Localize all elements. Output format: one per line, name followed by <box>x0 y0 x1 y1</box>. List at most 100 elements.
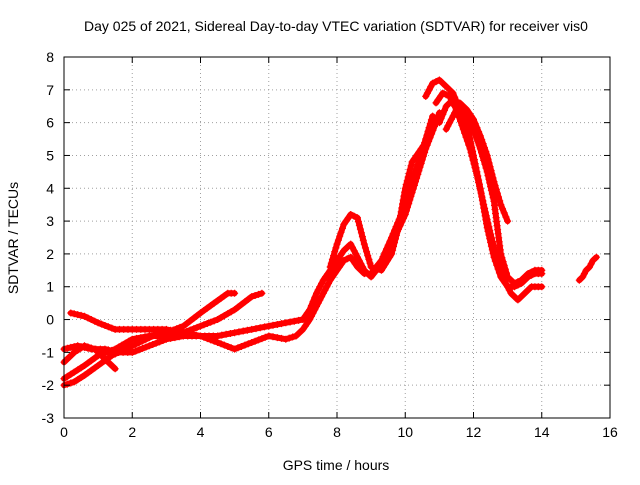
data-point <box>480 144 488 152</box>
data-point <box>446 119 454 127</box>
data-point <box>352 250 360 258</box>
data-point <box>587 260 595 268</box>
x-tick-label: 14 <box>534 424 550 440</box>
data-point <box>295 316 303 324</box>
data-point <box>258 335 266 343</box>
data-point <box>265 322 273 330</box>
data-point <box>363 248 371 256</box>
data-point <box>175 328 183 336</box>
x-tick-label: 2 <box>128 424 136 440</box>
data-point <box>128 335 136 343</box>
data-point <box>74 311 82 319</box>
data-point <box>446 86 454 94</box>
data-point <box>521 273 529 281</box>
data-point <box>311 293 319 301</box>
data-point <box>479 197 487 205</box>
data-point <box>423 89 431 97</box>
data-point <box>325 279 332 287</box>
data-point <box>474 175 482 183</box>
data-point <box>184 330 192 337</box>
data-point <box>393 231 400 239</box>
data-point <box>447 115 455 123</box>
data-point <box>586 263 593 271</box>
data-point <box>470 115 477 123</box>
data-point <box>239 327 247 335</box>
data-point <box>139 344 146 352</box>
data-point <box>203 320 211 327</box>
data-point <box>162 325 170 333</box>
data-point <box>481 208 489 216</box>
data-point <box>336 232 344 240</box>
data-point <box>524 286 532 294</box>
data-point <box>432 78 440 86</box>
data-point <box>419 152 427 160</box>
data-point <box>582 266 590 274</box>
data-point <box>269 321 277 329</box>
data-point <box>486 227 494 234</box>
data-point <box>499 205 506 213</box>
data-point <box>429 79 437 87</box>
data-point <box>261 323 268 331</box>
data-point <box>489 238 496 246</box>
data-point <box>87 316 95 323</box>
data-point <box>241 341 249 349</box>
data-point <box>422 138 430 146</box>
data-point <box>331 248 339 256</box>
data-point <box>480 201 488 209</box>
data-point <box>478 193 486 201</box>
data-point <box>289 333 297 341</box>
data-point <box>489 174 497 182</box>
data-point <box>111 365 119 373</box>
data-point <box>70 310 78 318</box>
data-point <box>514 296 522 304</box>
data-point <box>256 324 264 332</box>
data-point <box>407 162 415 170</box>
data-point <box>318 279 326 287</box>
data-point <box>132 340 140 348</box>
data-point <box>214 332 222 340</box>
data-point <box>504 283 512 291</box>
data-point <box>273 321 281 328</box>
data-point <box>442 102 450 110</box>
data-point <box>255 336 262 344</box>
data-point <box>355 221 363 229</box>
y-tick-label: 6 <box>46 115 54 131</box>
data-point <box>430 121 438 129</box>
data-point <box>500 261 508 269</box>
data-point <box>391 239 398 247</box>
data-point <box>171 327 179 335</box>
data-point <box>366 259 374 267</box>
data-point <box>502 279 510 287</box>
data-point <box>439 89 447 97</box>
data-point <box>200 321 208 329</box>
data-point <box>439 79 447 87</box>
data-point <box>142 343 150 351</box>
data-point <box>469 156 477 164</box>
data-point <box>442 83 450 90</box>
data-point <box>108 347 116 355</box>
data-point <box>504 217 512 225</box>
data-point <box>486 163 494 171</box>
data-point <box>505 286 513 294</box>
data-point <box>390 242 397 250</box>
series-track-f <box>327 109 443 274</box>
data-point <box>237 343 245 350</box>
data-point <box>452 106 460 113</box>
data-point <box>139 337 146 345</box>
data-point <box>402 181 410 188</box>
data-point <box>296 329 303 337</box>
data-point <box>451 109 459 117</box>
data-point <box>77 311 85 319</box>
data-point <box>413 174 421 182</box>
data-point <box>306 306 314 314</box>
data-point <box>67 309 75 317</box>
data-point <box>472 167 480 175</box>
data-point <box>441 106 448 114</box>
data-point <box>538 266 546 274</box>
data-point <box>487 230 495 238</box>
data-point <box>323 283 331 291</box>
data-point <box>340 257 348 264</box>
data-point <box>511 279 518 287</box>
x-tick-label: 10 <box>397 424 413 440</box>
data-point <box>81 312 88 320</box>
